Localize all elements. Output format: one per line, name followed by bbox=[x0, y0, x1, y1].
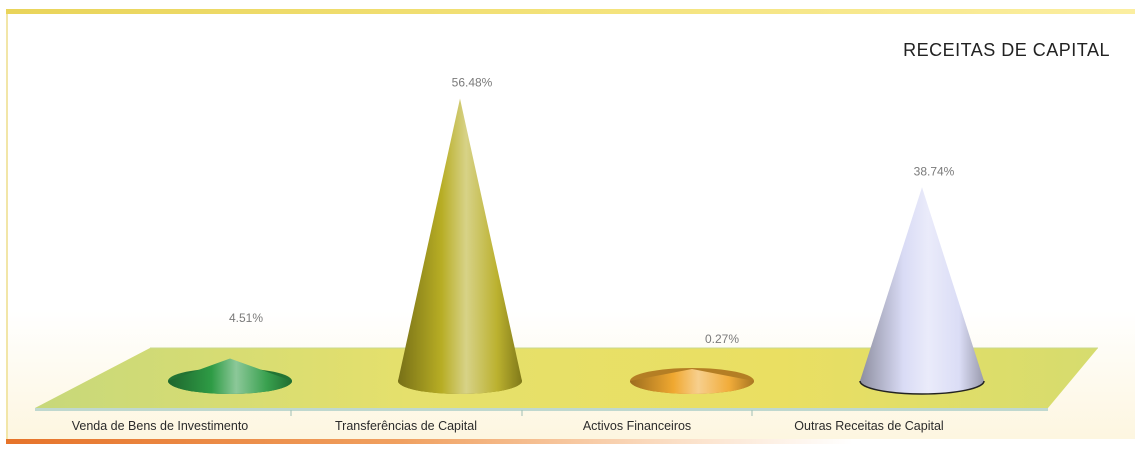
data-label: 38.74% bbox=[914, 164, 955, 178]
chart-floor-front bbox=[35, 408, 1048, 411]
data-label: 4.51% bbox=[229, 311, 263, 325]
bottom-border bbox=[6, 439, 1135, 444]
chart-title: RECEITAS DE CAPITAL bbox=[903, 40, 1110, 60]
category-label: Outras Receitas de Capital bbox=[794, 419, 943, 433]
category-label: Transferências de Capital bbox=[335, 419, 477, 433]
cone-3 bbox=[630, 368, 754, 394]
left-border bbox=[6, 14, 8, 439]
category-label: Venda de Bens de Investimento bbox=[72, 419, 249, 433]
top-border bbox=[6, 9, 1135, 14]
category-label: Activos Financeiros bbox=[583, 419, 691, 433]
data-label: 0.27% bbox=[705, 332, 739, 346]
data-label: 56.48% bbox=[452, 76, 493, 90]
